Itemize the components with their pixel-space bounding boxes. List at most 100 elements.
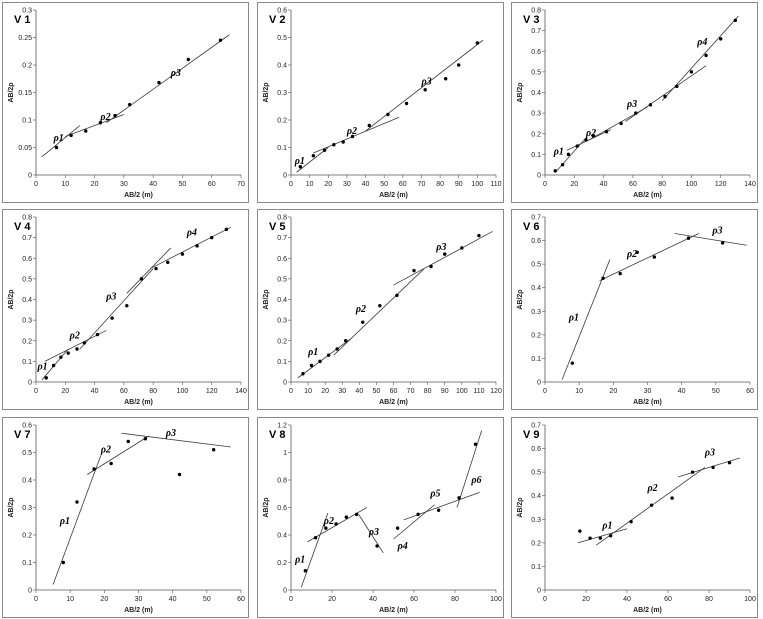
y-tick-label: 0.1 xyxy=(277,359,287,366)
y-tick-label: 0.6 xyxy=(277,8,287,15)
layer-label: ρ3 xyxy=(626,99,637,110)
x-tick-label: 40 xyxy=(149,181,157,188)
data-point xyxy=(318,359,322,364)
chart-svg: 0 10 20 30 40 50 60 70 80 90 100 110 0 0.1 0.2 0.3 0.4 0.… xyxy=(257,2,504,203)
y-tick-label: 0.1 xyxy=(277,145,287,152)
x-tick-label: 110 xyxy=(473,388,484,395)
data-point xyxy=(429,264,433,269)
y-tick-label: 0.8 xyxy=(22,215,32,222)
y-tick-label: 0.8 xyxy=(277,215,287,222)
data-point xyxy=(560,162,565,167)
y-tick-label: 0.05 xyxy=(18,145,32,152)
data-point xyxy=(404,101,409,106)
y-tick-label: 0.2 xyxy=(22,338,32,345)
x-tick-label: 110 xyxy=(490,181,501,188)
layer-label: ρ2 xyxy=(99,112,110,123)
data-point xyxy=(303,569,308,573)
fit-line xyxy=(65,114,124,137)
data-point xyxy=(727,461,732,465)
chart-title: V 5 xyxy=(269,221,286,233)
data-point xyxy=(309,363,314,368)
fit-line xyxy=(126,247,172,294)
x-tick-label: 0 xyxy=(543,388,547,395)
data-point xyxy=(412,268,416,273)
x-tick-label: 10 xyxy=(575,388,583,395)
x-tick-label: 0 xyxy=(34,388,38,395)
chart-border xyxy=(257,417,504,618)
x-tick-label: 20 xyxy=(100,596,108,603)
data-point xyxy=(719,37,723,41)
layer-label: ρ3 xyxy=(165,428,176,439)
y-tick-label: 0.6 xyxy=(531,238,541,245)
layer-label: ρ1 xyxy=(307,347,318,358)
x-tick-label: 40 xyxy=(369,596,377,603)
layer-label: ρ3 xyxy=(711,226,722,237)
x-tick-label: 60 xyxy=(208,181,216,188)
fit-line xyxy=(577,528,628,544)
y-tick-label: 0 xyxy=(283,173,287,180)
data-point xyxy=(166,260,170,265)
data-point xyxy=(59,355,63,359)
fit-line xyxy=(365,39,484,132)
data-point xyxy=(180,252,185,256)
x-tick-label: 40 xyxy=(355,388,363,395)
data-point xyxy=(113,113,117,118)
data-point xyxy=(566,152,571,157)
x-axis-label: AB/2 (m) xyxy=(633,399,662,406)
y-tick-label: 0.6 xyxy=(277,256,287,263)
x-tick-label: 50 xyxy=(203,596,211,603)
y-tick-label: 0 xyxy=(283,380,287,387)
x-tick-label: 30 xyxy=(338,388,346,395)
x-tick-label: 100 xyxy=(472,181,484,188)
y-tick-label: 0 xyxy=(537,173,541,180)
data-point xyxy=(128,102,132,107)
x-tick-label: 80 xyxy=(149,388,157,395)
layer-label: ρ5 xyxy=(429,489,440,500)
data-point xyxy=(598,536,603,540)
y-tick-label: 0.3 xyxy=(277,90,287,97)
y-axis-label: AB/2ρ xyxy=(517,497,524,518)
y-tick-label: 0.8 xyxy=(277,478,287,485)
x-tick-label: 10 xyxy=(61,181,69,188)
layer-label: ρ4 xyxy=(397,541,408,552)
data-point xyxy=(218,38,223,42)
y-tick-label: 0.3 xyxy=(22,318,32,325)
x-tick-label: 20 xyxy=(570,181,578,188)
y-tick-label: 1.2 xyxy=(277,423,287,430)
y-tick-label: 0 xyxy=(28,588,32,595)
layer-label: ρ4 xyxy=(186,228,197,239)
y-tick-label: 0.15 xyxy=(18,90,32,97)
data-point xyxy=(326,353,331,357)
layer-label: ρ3 xyxy=(105,292,116,303)
data-point xyxy=(670,496,674,500)
x-tick-label: 80 xyxy=(705,596,713,603)
data-point xyxy=(553,169,557,173)
data-point xyxy=(341,140,345,144)
data-point xyxy=(51,363,56,368)
data-point xyxy=(591,134,596,138)
x-axis-label: AB/2 (m) xyxy=(124,607,153,614)
fit-line xyxy=(296,147,329,173)
data-point xyxy=(92,467,96,471)
y-tick-label: 0.3 xyxy=(22,505,32,512)
data-point xyxy=(675,84,679,89)
y-tick-label: 0.4 xyxy=(531,493,541,500)
x-tick-label: 40 xyxy=(91,388,99,395)
data-point xyxy=(634,111,638,115)
fit-line xyxy=(87,435,149,475)
data-point xyxy=(378,303,382,308)
chart-border xyxy=(257,2,504,203)
x-tick-label: 0 xyxy=(34,181,38,188)
layer-label: ρ2 xyxy=(647,483,658,494)
fit-line xyxy=(599,233,699,282)
x-tick-label: 100 xyxy=(744,596,756,603)
x-tick-label: 20 xyxy=(328,596,336,603)
y-tick-label: 0.1 xyxy=(531,152,541,159)
y-axis-label: AB/2ρ xyxy=(8,289,15,310)
x-tick-label: 140 xyxy=(235,388,247,395)
fit-line xyxy=(41,348,69,381)
data-point xyxy=(139,277,144,281)
layer-label: ρ2 xyxy=(355,304,366,315)
y-axis-label: AB/2ρ xyxy=(263,497,270,518)
x-tick-label: 0 xyxy=(289,181,293,188)
